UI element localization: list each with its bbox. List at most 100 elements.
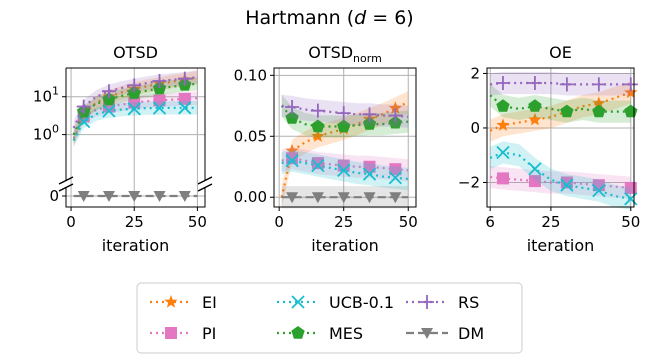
series-line-mes — [489, 94, 631, 113]
series-line-mes — [280, 105, 409, 128]
point-rs — [152, 74, 167, 89]
point-mes — [311, 119, 325, 133]
point-rs — [388, 108, 403, 123]
point-mes — [496, 99, 510, 112]
point-ei — [285, 143, 299, 157]
x-tick-label: 50 — [188, 213, 207, 231]
legend-marker-pi — [165, 327, 177, 339]
point-ucb-0.1 — [102, 104, 116, 118]
point-mes — [337, 119, 351, 133]
point-ei — [528, 112, 542, 126]
point-mes — [528, 99, 542, 112]
y-tick-label: 100 — [33, 123, 59, 144]
point-ucb-0.1 — [528, 162, 542, 176]
point-mes — [560, 104, 574, 118]
point-ucb-0.1 — [624, 192, 638, 206]
point-pi — [153, 94, 166, 107]
point-rs — [527, 75, 542, 90]
series-line-ei — [489, 91, 632, 132]
legend-marker-ei — [164, 295, 178, 308]
point-mes — [285, 111, 299, 124]
point-dm — [363, 192, 376, 204]
x-tick-label: 50 — [399, 213, 418, 231]
point-dm — [178, 191, 191, 202]
point-rs — [127, 78, 142, 93]
legend-marker-mes — [291, 326, 305, 339]
axes-frame — [65, 67, 206, 180]
y-tick-label: 101 — [33, 85, 59, 106]
x-tick-label: 0 — [274, 213, 284, 231]
point-ucb-0.1 — [178, 101, 192, 115]
point-mes — [127, 86, 141, 99]
point-ucb-0.1 — [337, 163, 351, 178]
point-pi — [363, 160, 376, 173]
figure-title: Hartmann (d = 6) — [245, 7, 413, 29]
point-ucb-0.1 — [362, 167, 377, 181]
point-pi — [311, 157, 324, 170]
axes-frame — [486, 67, 635, 208]
series-line-rs — [281, 104, 409, 118]
x-axis-label: iteration — [527, 236, 595, 255]
point-ei — [496, 118, 510, 131]
x-axis-label: iteration — [311, 236, 379, 255]
x-axis-label: iteration — [102, 236, 170, 255]
point-ucb-0.1 — [592, 184, 606, 198]
point-rs — [285, 100, 300, 115]
x-tick-label: 50 — [621, 213, 640, 231]
point-rs — [591, 77, 606, 92]
x-tick-label: 25 — [541, 213, 560, 231]
axes-frame-lower — [65, 188, 206, 208]
point-rs — [559, 77, 574, 92]
point-dm — [337, 192, 350, 204]
band-ei — [281, 91, 409, 209]
band-rs — [281, 94, 409, 128]
legend: EI PI UCB-0.1 MES RS DM — [136, 282, 523, 354]
point-ucb-0.1 — [560, 178, 574, 192]
point-rs — [76, 99, 91, 114]
band-rs — [73, 70, 198, 135]
y-tick-label: 0.00 — [234, 188, 267, 206]
axes-frame — [273, 67, 417, 208]
point-dm — [389, 192, 402, 204]
point-pi — [496, 172, 509, 185]
point-ucb-0.1 — [285, 154, 299, 168]
panel-1: 0 25 50 0 100 101 iteration OTSD — [33, 43, 213, 255]
series-line-ucb-0.1 — [281, 159, 409, 181]
point-ucb-0.1 — [388, 171, 402, 185]
point-dm — [286, 192, 299, 204]
axis-break-mark — [197, 176, 213, 192]
point-ei — [592, 96, 606, 110]
point-dm — [311, 192, 324, 204]
legend-label-mes: MES — [329, 324, 363, 343]
y-tick-label: 0 — [49, 187, 59, 205]
point-ei — [388, 101, 402, 114]
point-ei — [624, 85, 638, 99]
y-tick-label: 0.05 — [234, 127, 267, 145]
panel-title: OTSDnorm — [308, 43, 382, 65]
point-ei — [311, 129, 325, 142]
legend-label-pi: PI — [202, 324, 216, 343]
y-tick-label: 0 — [470, 119, 480, 137]
point-pi — [178, 92, 191, 105]
point-ucb-0.1 — [127, 102, 141, 116]
point-rs — [495, 75, 510, 90]
legend-marker-rs — [420, 295, 434, 309]
point-mes — [362, 117, 377, 130]
point-dm — [153, 191, 166, 202]
y-tick-label: 2 — [470, 64, 480, 82]
point-ucb-0.1 — [77, 114, 91, 129]
series-line-ucb-0.1 — [72, 106, 198, 142]
legend-label-ei: EI — [202, 293, 217, 312]
point-rs — [310, 103, 325, 118]
legend-label-ucb-0.1: UCB-0.1 — [329, 293, 394, 312]
point-dm — [102, 191, 115, 202]
x-tick-label: 25 — [125, 213, 144, 231]
x-tick-label: 25 — [334, 213, 353, 231]
panel-3: 6 25 50 −2 0 2 iteration OE — [458, 43, 640, 255]
point-rs — [336, 106, 351, 121]
legend-marker-ucb-0.1 — [291, 295, 305, 309]
legend-label-dm: DM — [458, 324, 484, 343]
series-line-pi — [281, 157, 409, 172]
y-tick-label: −2 — [458, 173, 480, 191]
